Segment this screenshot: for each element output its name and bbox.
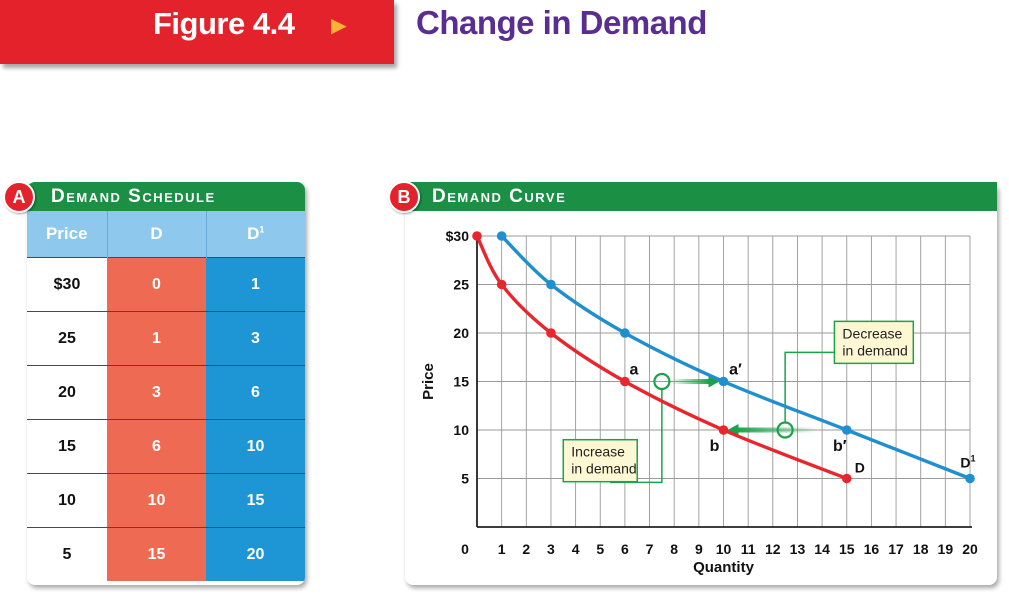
panel-a-badge: A: [3, 181, 35, 213]
increase-arrowhead: [708, 375, 720, 388]
curve-label-d1: D1: [960, 454, 975, 471]
cell-price: 15: [27, 419, 107, 474]
header-d1: D1: [205, 211, 305, 258]
cell-price: 5: [27, 527, 107, 581]
data-point: [472, 231, 482, 241]
table-row: 10 10 15: [27, 473, 305, 528]
x-tick-label: 12: [765, 541, 781, 557]
decrease-arrowhead: [727, 424, 739, 436]
point-label: b: [710, 438, 720, 455]
x-tick-label: 20: [962, 541, 978, 557]
data-point: [965, 473, 975, 484]
increase-in-demand-text: Increase: [571, 444, 625, 460]
point-label: b′: [833, 438, 847, 455]
cell-d: 6: [107, 419, 206, 474]
x-tick-label: 4: [572, 541, 580, 557]
demand-curve-panel: Demand Curve: [405, 182, 997, 585]
cell-price: 25: [27, 311, 107, 366]
figure-title: Change in Demand: [416, 4, 707, 41]
y-tick-label: 20: [453, 325, 469, 341]
y-tick-label: 25: [453, 277, 469, 293]
x-tick-label: 5: [596, 541, 604, 557]
x-tick-label: 1: [498, 541, 506, 557]
decrease-in-demand-box: [833, 320, 915, 365]
x-tick-label: 15: [839, 541, 855, 557]
decrease-in-demand-text: Decrease: [842, 325, 902, 341]
decrease-leader-line: [784, 351, 835, 423]
header-price: Price: [27, 211, 107, 258]
table-header-row: Price D D1: [27, 211, 305, 258]
table-row: 25 1 3: [27, 311, 305, 366]
data-point: [718, 376, 729, 387]
cell-d: 0: [107, 257, 206, 312]
cell-d: 3: [107, 365, 206, 420]
cell-price: 10: [27, 473, 107, 528]
point-label: a′: [729, 362, 742, 379]
cell-d: 15: [107, 527, 206, 581]
demand-schedule-table: Price D D1 $30 0 1 25 1 3 20 3 6 15 6 10 10 10 15 5 15 20: [27, 211, 305, 581]
cell-d: 10: [107, 473, 206, 528]
x-tick-label: 16: [864, 541, 880, 557]
table-row: $30 0 1: [27, 257, 305, 312]
header-d: D: [106, 211, 206, 258]
x-tick-label: 3: [547, 541, 555, 557]
y-tick-label: 10: [453, 422, 469, 438]
demand-schedule-title: Demand Schedule: [27, 182, 305, 211]
cell-price: 20: [27, 365, 107, 420]
x-tick-label: 0: [461, 541, 469, 557]
cell-d1: 10: [206, 419, 305, 474]
x-tick-label: 19: [938, 541, 954, 557]
figure-label: Figure 4.4: [153, 6, 295, 41]
increase-in-demand-box: [562, 438, 638, 483]
x-tick-label: 18: [913, 541, 929, 557]
x-tick-label: 14: [814, 541, 830, 557]
data-point: [620, 328, 630, 338]
data-point: [496, 279, 507, 290]
cell-d1: 3: [206, 311, 305, 366]
data-point: [841, 425, 852, 435]
table-row: 20 3 6: [27, 365, 305, 420]
x-tick-label: 10: [716, 541, 732, 557]
point-label: a: [629, 362, 638, 379]
cell-d1: 1: [206, 257, 305, 312]
demand-curve-chart: 0 1 2 3 4 5 6 7 8 9 10 11 12 13 14 15 16 17 18 19 20$3025201…: [420, 228, 978, 576]
header-d1-superscript: 1: [259, 224, 265, 235]
y-tick-label: $30: [446, 228, 470, 244]
data-point: [546, 328, 556, 338]
data-point: [620, 376, 630, 387]
cell-d1: 6: [206, 365, 305, 420]
curve-label-d: D: [855, 460, 865, 476]
y-axis-title: Price: [420, 363, 437, 400]
x-tick-label: 17: [888, 541, 904, 557]
x-tick-label: 7: [646, 541, 654, 557]
cell-d: 1: [107, 311, 206, 366]
x-axis-title: Quantity: [693, 559, 754, 576]
data-point: [841, 473, 852, 484]
panel-b-badge: B: [388, 181, 420, 213]
x-tick-label: 13: [790, 541, 806, 557]
cell-d1: 20: [206, 527, 305, 581]
cell-price: $30: [27, 257, 107, 312]
x-tick-label: 11: [741, 541, 756, 557]
y-tick-label: 5: [461, 471, 469, 487]
x-tick-label: 6: [621, 541, 629, 557]
data-point: [496, 231, 507, 241]
increase-arrow-shaft: [669, 379, 710, 384]
data-point: [718, 425, 729, 435]
x-tick-label: 2: [522, 541, 530, 557]
demand-curve-title: Demand Curve: [405, 182, 997, 211]
increase-in-demand-text: in demand: [571, 461, 636, 477]
demand-schedule-panel: Demand Schedule Price D D1 $30 0 1 25 1 3 20 3 6…: [27, 182, 305, 585]
cell-d1: 15: [206, 473, 305, 528]
x-tick-label: 8: [670, 541, 678, 557]
x-tick-label: 9: [695, 541, 703, 557]
table-row: 15 6 10: [27, 419, 305, 474]
table-row: 5 15 20: [27, 527, 305, 581]
decrease-in-demand-text: in demand: [842, 342, 907, 358]
arrow-right-icon: ►: [326, 10, 352, 40]
data-point: [546, 279, 556, 290]
y-tick-label: 15: [453, 374, 469, 390]
figure-banner: Figure 4.4 ►: [0, 0, 394, 64]
